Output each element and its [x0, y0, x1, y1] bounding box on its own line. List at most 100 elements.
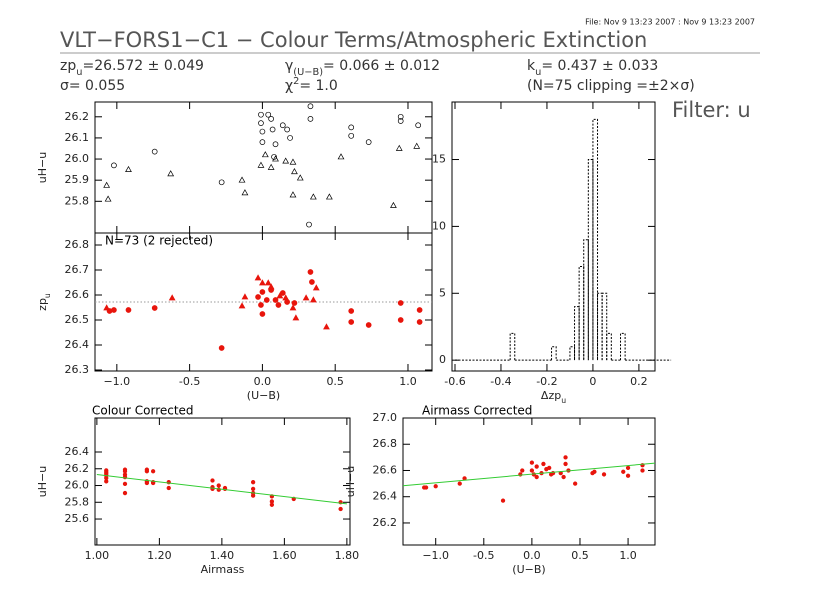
fit-stat-sub: (U−B) — [293, 67, 323, 78]
y-tick-label: 10 — [432, 219, 446, 232]
histogram-bin — [551, 346, 557, 361]
data-point — [103, 304, 111, 311]
x-tick-label: -0.5 — [473, 549, 494, 562]
data-point — [601, 472, 607, 477]
y-tick-label: 26.6 — [373, 463, 398, 476]
data-point — [433, 484, 438, 489]
x-tick-label: -0.6 — [444, 375, 465, 388]
x-axis-label: (U−B) — [512, 563, 545, 576]
y-axis-label: uH−u — [36, 466, 49, 497]
data-point — [592, 469, 597, 474]
data-point — [500, 498, 506, 503]
data-point — [312, 284, 320, 291]
y-tick-label: 26.4 — [65, 445, 90, 458]
data-point — [390, 201, 397, 208]
panel-title: N=73 (2 rejected) — [105, 234, 213, 248]
y-tick-label: 26.7 — [65, 263, 90, 276]
data-point — [279, 122, 286, 129]
data-point — [365, 139, 372, 145]
data-point — [254, 274, 262, 281]
data-point — [144, 469, 150, 474]
panel-title: Colour Corrected — [92, 404, 194, 418]
fit-stat-main: γ — [285, 58, 293, 74]
filter-label: Filter: u — [672, 98, 751, 122]
fit-stat: χ2= 1.0 — [285, 76, 338, 95]
fit-stat-rest: = 0.066 ± 0.012 — [323, 58, 440, 74]
data-point — [259, 279, 266, 286]
fit-stat-rest: =26.572 ± 0.049 — [82, 58, 203, 74]
y-axis-label: uH−u — [36, 152, 49, 183]
fit-stat-main: zp — [60, 58, 76, 74]
x-tick-label: −1.0 — [103, 375, 130, 388]
data-point — [257, 161, 265, 168]
file-info: File: Nov 9 13:23 2007 : Nov 9 13:23 200… — [585, 18, 755, 27]
x-tick-label: 1.60 — [272, 549, 297, 562]
data-point — [563, 461, 568, 467]
data-point — [325, 193, 333, 200]
y-tick-label: 26.4 — [373, 490, 398, 503]
data-point — [529, 468, 535, 473]
fit-stat: (N=75 clipping =±2×σ) — [527, 78, 695, 94]
data-point — [302, 294, 310, 301]
histogram-bin — [574, 306, 580, 361]
x-axis-label-sub: u — [561, 396, 566, 405]
y-tick-label: 26.0 — [65, 152, 90, 165]
data-point — [258, 120, 264, 126]
data-point — [296, 174, 304, 181]
panel-title: Airmass Corrected — [422, 404, 532, 418]
x-axis-label: Airmass — [201, 563, 245, 576]
data-point — [529, 460, 535, 465]
data-point — [125, 307, 132, 313]
data-point — [625, 465, 631, 471]
y-tick-label: 25.9 — [65, 173, 90, 186]
data-point — [416, 307, 423, 313]
x-axis-label-main: Δzp — [541, 389, 561, 402]
y-tick-label: 26.5 — [65, 313, 90, 326]
data-point — [365, 322, 372, 328]
histogram-bin — [583, 239, 589, 361]
data-point — [307, 269, 314, 275]
data-point — [621, 469, 626, 474]
data-point — [416, 319, 423, 325]
data-point — [151, 305, 158, 311]
data-point — [267, 283, 275, 290]
data-point — [323, 323, 330, 330]
data-point — [397, 118, 404, 124]
x-tick-label: 0.2 — [630, 375, 648, 388]
data-point — [423, 485, 429, 490]
y-axis-label: zpu — [36, 293, 52, 311]
data-point — [259, 311, 266, 317]
data-point — [415, 122, 422, 129]
data-point — [306, 221, 312, 228]
data-point — [282, 157, 290, 164]
fit-stat: σ= 0.055 — [60, 78, 125, 94]
data-point — [541, 461, 546, 467]
y-tick-label: 26.6 — [65, 288, 90, 301]
data-point — [259, 139, 266, 145]
data-point — [338, 506, 343, 512]
histogram-bin — [569, 346, 576, 361]
data-point — [397, 113, 404, 120]
data-point — [625, 473, 631, 478]
data-point — [640, 468, 645, 473]
y-tick-label: 26.1 — [65, 131, 90, 144]
fit-stat-rest: = 1.0 — [299, 78, 337, 94]
data-point — [264, 279, 272, 286]
fit-stat-sup: 2 — [293, 76, 299, 87]
y-tick-label: 26.3 — [65, 363, 90, 376]
data-point — [238, 176, 246, 183]
data-point — [210, 478, 215, 483]
data-point — [275, 302, 282, 308]
data-point — [144, 480, 150, 486]
x-tick-label: 1.0 — [399, 375, 417, 388]
data-point — [309, 193, 317, 200]
data-point — [563, 455, 568, 460]
data-point — [255, 294, 261, 300]
x-tick-label: 1.80 — [335, 549, 360, 562]
data-point — [103, 181, 111, 188]
histogram-bin — [601, 292, 608, 361]
histogram-bin — [592, 118, 599, 361]
y-axis-label-sub: u — [43, 293, 52, 298]
y-tick-label: 27.0 — [373, 411, 398, 424]
fit-stat-main: k — [527, 58, 536, 74]
